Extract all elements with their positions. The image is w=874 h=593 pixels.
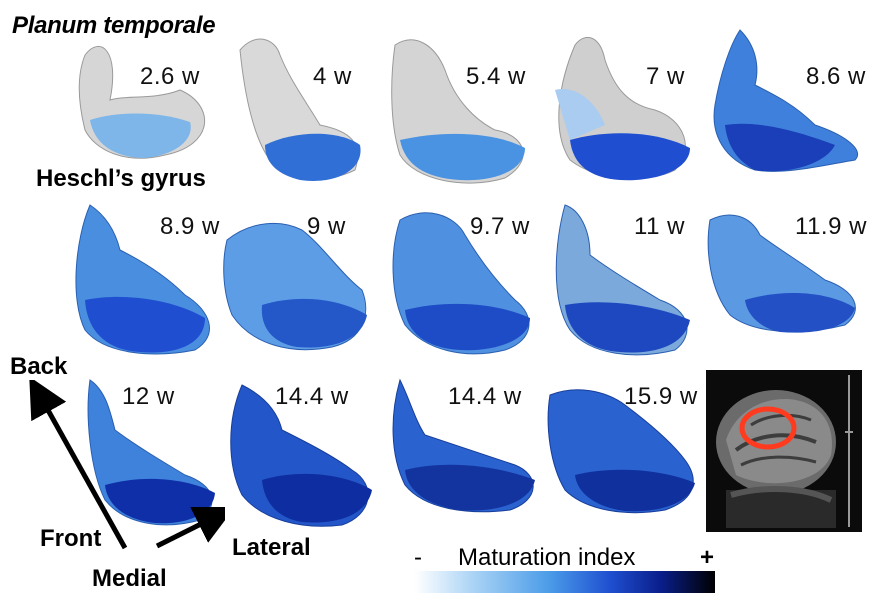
brain-surface-10	[707, 214, 856, 333]
orientation-arrows	[29, 380, 225, 550]
brain-surface-6	[75, 204, 210, 355]
brain-surface-8	[392, 212, 530, 355]
heschl-gyrus-label: Heschl’s gyrus	[36, 165, 206, 192]
age-label: 15.9 w	[624, 383, 698, 410]
age-label: 5.4 w	[466, 63, 526, 90]
brain-surface-1	[78, 45, 205, 159]
brain-surface-9	[555, 204, 690, 356]
figure-title: Planum temporale	[12, 12, 216, 39]
brain-surface-3	[391, 39, 525, 184]
age-label: 12 w	[122, 383, 175, 410]
highlight-ring	[739, 406, 797, 450]
age-label: 11 w	[634, 213, 685, 240]
age-label: 2.6 w	[140, 63, 200, 90]
colorbar-max-label: +	[700, 544, 715, 571]
age-label: 14.4 w	[275, 383, 349, 410]
medial-label: Medial	[92, 565, 167, 592]
back-label: Back	[10, 353, 68, 380]
brain-surface-5	[713, 29, 858, 172]
mri-sagittal-image	[706, 370, 862, 532]
age-label: 8.9 w	[160, 213, 220, 240]
brain-surface-14	[547, 389, 695, 514]
brain-surface-13	[392, 378, 535, 513]
age-label: 7 w	[646, 63, 685, 90]
colorbar-min-label: -	[414, 544, 422, 571]
brain-surface-2	[239, 38, 361, 181]
brain-surface-12	[230, 384, 372, 527]
brain-surface-7	[223, 222, 367, 351]
front-label: Front	[40, 525, 102, 552]
maturation-colorbar	[415, 571, 715, 593]
colorbar-title: Maturation index	[458, 544, 636, 571]
age-label: 4 w	[313, 63, 352, 90]
age-label: 14.4 w	[448, 383, 522, 410]
age-label: 11.9 w	[795, 213, 867, 240]
brain-surface-4	[555, 36, 690, 181]
age-label: 8.6 w	[806, 63, 866, 90]
age-label: 9 w	[307, 213, 346, 240]
age-label: 9.7 w	[470, 213, 530, 240]
lateral-label: Lateral	[232, 534, 311, 561]
